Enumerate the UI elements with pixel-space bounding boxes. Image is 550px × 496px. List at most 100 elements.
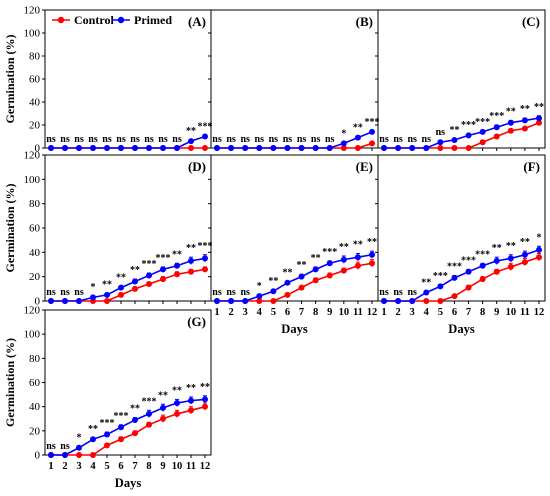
data-point-primed: [118, 284, 124, 291]
data-point-primed: [395, 298, 402, 304]
data-point-primed: [409, 298, 416, 304]
y-tick-label: 40: [29, 247, 41, 259]
data-point-primed: [188, 397, 194, 404]
y-tick-label: 120: [24, 305, 41, 317]
data-point-control: [270, 298, 277, 304]
panel-frame: [377, 154, 546, 302]
y-tick-label: 100: [24, 329, 41, 341]
data-point-control: [104, 298, 110, 304]
significance-label: **: [172, 385, 182, 396]
data-point-control: [465, 145, 472, 151]
panel-label: (G): [187, 314, 206, 329]
significance-label: **: [421, 277, 431, 288]
data-point-primed: [369, 128, 375, 135]
x-tick-label: 9: [494, 307, 499, 318]
data-point-primed: [312, 145, 319, 151]
data-point-primed: [369, 251, 375, 258]
significance-label: ***: [142, 396, 157, 407]
data-point-control: [465, 284, 472, 291]
data-point-primed: [174, 262, 180, 269]
x-axis-label: Days: [115, 476, 142, 490]
data-point-control: [256, 298, 263, 304]
data-point-primed: [160, 266, 166, 273]
panel-frame: [44, 154, 212, 302]
y-tick-label: 20: [29, 120, 41, 132]
significance-label: ns: [325, 134, 335, 145]
data-point-control: [202, 403, 208, 410]
data-point-primed: [76, 444, 82, 451]
data-point-primed: [437, 283, 444, 290]
data-point-control: [188, 145, 194, 151]
significance-label: **: [186, 383, 196, 394]
x-tick-label: 5: [271, 307, 276, 318]
significance-label: **: [88, 424, 98, 435]
significance-label: ns: [172, 134, 182, 145]
x-tick-label: 9: [327, 307, 332, 318]
significance-label: **: [172, 249, 182, 260]
y-tick-label: 0: [35, 296, 41, 308]
x-tick-label: 2: [228, 307, 233, 318]
y-axis-label: Germination (%): [3, 35, 17, 124]
y-tick-label: 60: [29, 377, 41, 389]
significance-label: ns: [379, 134, 389, 145]
significance-label: ***: [142, 259, 157, 270]
data-point-control: [493, 133, 500, 140]
significance-label: ns: [297, 134, 307, 145]
y-tick-label: 60: [29, 223, 41, 235]
data-point-primed: [521, 251, 528, 258]
significance-label: ns: [116, 134, 126, 145]
data-point-primed: [312, 266, 319, 273]
x-tick-label: 5: [438, 307, 443, 318]
x-tick-label: 2: [395, 307, 400, 318]
data-point-primed: [202, 133, 208, 140]
significance-label: **: [297, 260, 307, 271]
x-tick-label: 10: [172, 461, 183, 472]
significance-label: ***: [365, 117, 380, 128]
significance-label: ***: [198, 121, 213, 132]
data-point-primed: [298, 273, 305, 280]
data-point-control: [354, 145, 361, 151]
legend: Control Primed: [52, 13, 172, 27]
significance-label: ***: [461, 255, 476, 266]
data-point-primed: [228, 298, 235, 304]
significance-label: ***: [433, 271, 448, 282]
x-tick-label: 5: [104, 461, 109, 472]
data-point-control: [298, 284, 305, 291]
data-point-primed: [48, 145, 54, 151]
x-tick-label: 3: [76, 461, 81, 472]
significance-label: **: [102, 280, 112, 291]
data-point-primed: [465, 132, 472, 139]
x-tick-label: 8: [480, 307, 485, 318]
significance-label: **: [130, 265, 140, 276]
panel-label: (A): [188, 14, 206, 29]
significance-label: **: [353, 240, 363, 251]
data-point-primed: [62, 145, 68, 151]
data-point-control: [437, 145, 444, 151]
x-tick-label: 3: [243, 307, 248, 318]
data-point-primed: [270, 145, 277, 151]
significance-label: **: [492, 243, 502, 254]
data-point-primed: [90, 145, 96, 151]
significance-label: ***: [475, 249, 490, 260]
data-point-primed: [242, 145, 249, 151]
data-point-primed: [214, 298, 220, 304]
significance-label: **: [268, 276, 278, 287]
significance-label: **: [116, 272, 126, 283]
data-point-control: [479, 276, 486, 283]
y-tick-label: 80: [29, 51, 41, 63]
data-point-primed: [188, 257, 194, 264]
data-point-primed: [340, 256, 347, 263]
data-point-control: [146, 421, 152, 428]
data-point-control: [90, 452, 96, 458]
significance-label: ns: [283, 134, 293, 145]
data-point-primed: [451, 136, 458, 143]
x-axis-label: Days: [448, 322, 475, 336]
significance-label: ns: [240, 287, 250, 298]
data-point-primed: [76, 145, 82, 151]
significance-label: *: [341, 128, 346, 139]
data-point-primed: [521, 117, 528, 124]
